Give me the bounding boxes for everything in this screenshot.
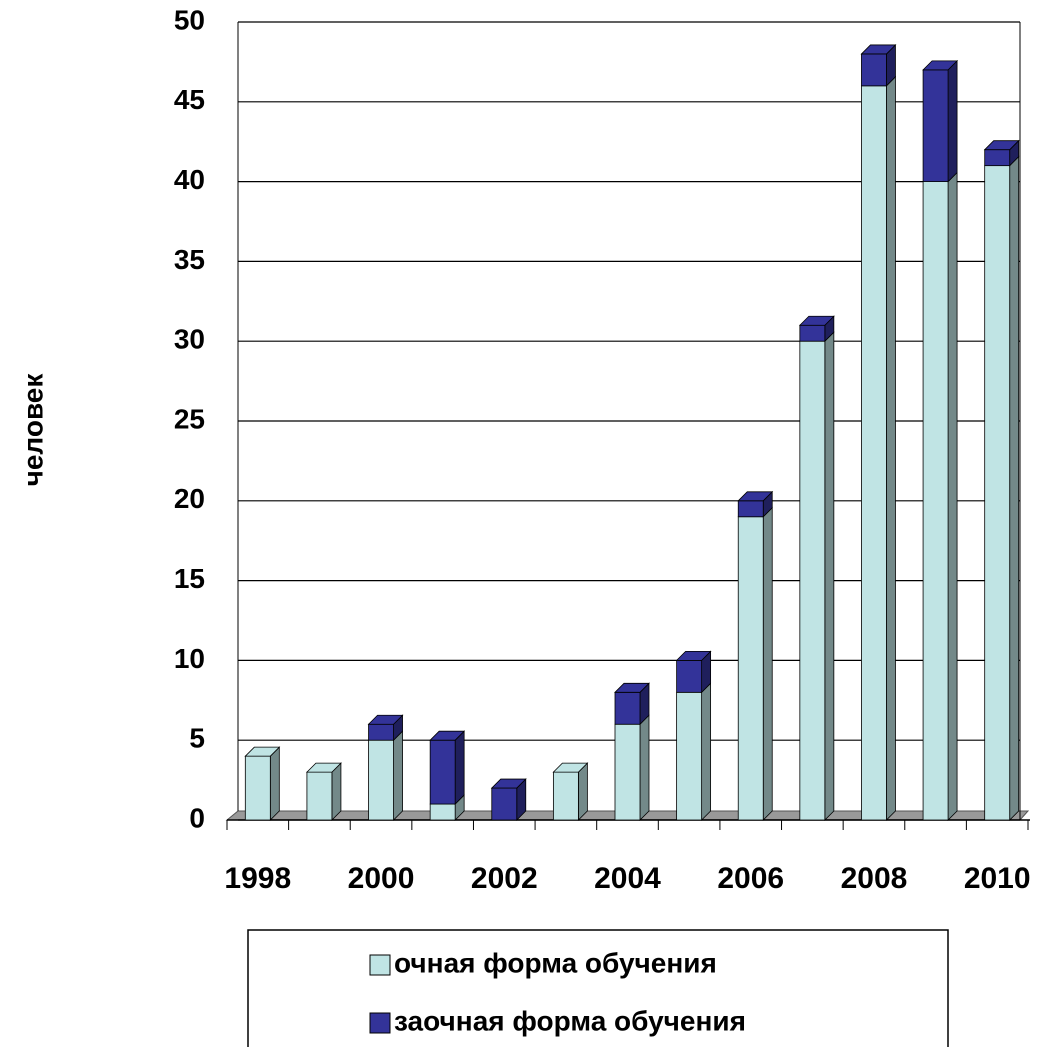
bar [368, 723, 394, 741]
x-tick-label: 2010 [964, 862, 1031, 895]
bar [368, 739, 394, 821]
y-tick-label: 40 [174, 164, 205, 195]
y-axis-title: человек [17, 373, 48, 487]
legend-swatch [369, 1012, 391, 1034]
bar-top [367, 714, 404, 725]
bar [676, 691, 703, 821]
x-tick-label: 1998 [224, 862, 291, 895]
bar [861, 53, 887, 87]
bar-side [701, 682, 712, 821]
bar-top [860, 44, 897, 55]
bar-side [331, 762, 342, 821]
legend-box [247, 929, 949, 1047]
x-tick-label: 2008 [841, 862, 908, 895]
legend-swatch [369, 954, 391, 976]
bar-side [947, 171, 958, 821]
legend-label: заочная форма обучения [394, 1005, 746, 1036]
bar-side [1009, 155, 1020, 821]
y-tick-label: 30 [174, 324, 205, 355]
x-tick-label: 2002 [471, 862, 538, 895]
bar-side [454, 730, 465, 806]
y-tick-label: 50 [174, 4, 205, 35]
y-tick-label: 0 [189, 802, 205, 833]
bar [429, 803, 456, 821]
bar-top [490, 778, 527, 789]
bar-side [639, 714, 650, 821]
bar-top [614, 682, 650, 693]
bar-top [922, 60, 959, 71]
bar-side [577, 762, 588, 821]
y-tick-label: 35 [174, 244, 205, 275]
bar [799, 340, 826, 821]
x-tick-label: 2006 [717, 862, 784, 895]
bar-top [798, 315, 835, 326]
bar-top [244, 746, 281, 757]
legend-label: очная форма обучения [394, 947, 717, 978]
bar [922, 181, 949, 821]
bar-top [305, 762, 342, 773]
bar-side [393, 730, 403, 821]
y-tick-label: 10 [174, 643, 205, 674]
bar [614, 723, 641, 821]
bar [614, 691, 641, 725]
bar [984, 149, 1011, 167]
bar [737, 500, 764, 518]
x-tick-label: 2000 [348, 862, 415, 895]
y-tick-label: 20 [174, 483, 205, 514]
bar-top [429, 730, 466, 741]
bar-side [824, 331, 835, 821]
bar [676, 660, 703, 693]
bar [737, 516, 764, 821]
bar [799, 324, 826, 342]
bar [429, 739, 456, 805]
bar-top [737, 491, 774, 502]
y-tick-label: 5 [189, 723, 205, 754]
bar [244, 755, 271, 821]
bar-top [983, 140, 1020, 151]
bar [861, 85, 887, 821]
bar-side [947, 59, 958, 183]
x-tick-label: 2004 [594, 862, 661, 895]
bar-side [269, 746, 280, 821]
bar-side [762, 506, 773, 821]
bar-top [552, 762, 589, 773]
bar [306, 771, 333, 821]
bar [491, 787, 518, 821]
y-tick-label: 15 [174, 563, 205, 594]
bar [552, 771, 579, 821]
bar-side [886, 75, 896, 821]
y-tick-label: 25 [174, 403, 205, 434]
y-tick-label: 45 [174, 84, 205, 115]
bar [922, 69, 949, 182]
bar [984, 165, 1011, 821]
bar-top [675, 651, 712, 661]
